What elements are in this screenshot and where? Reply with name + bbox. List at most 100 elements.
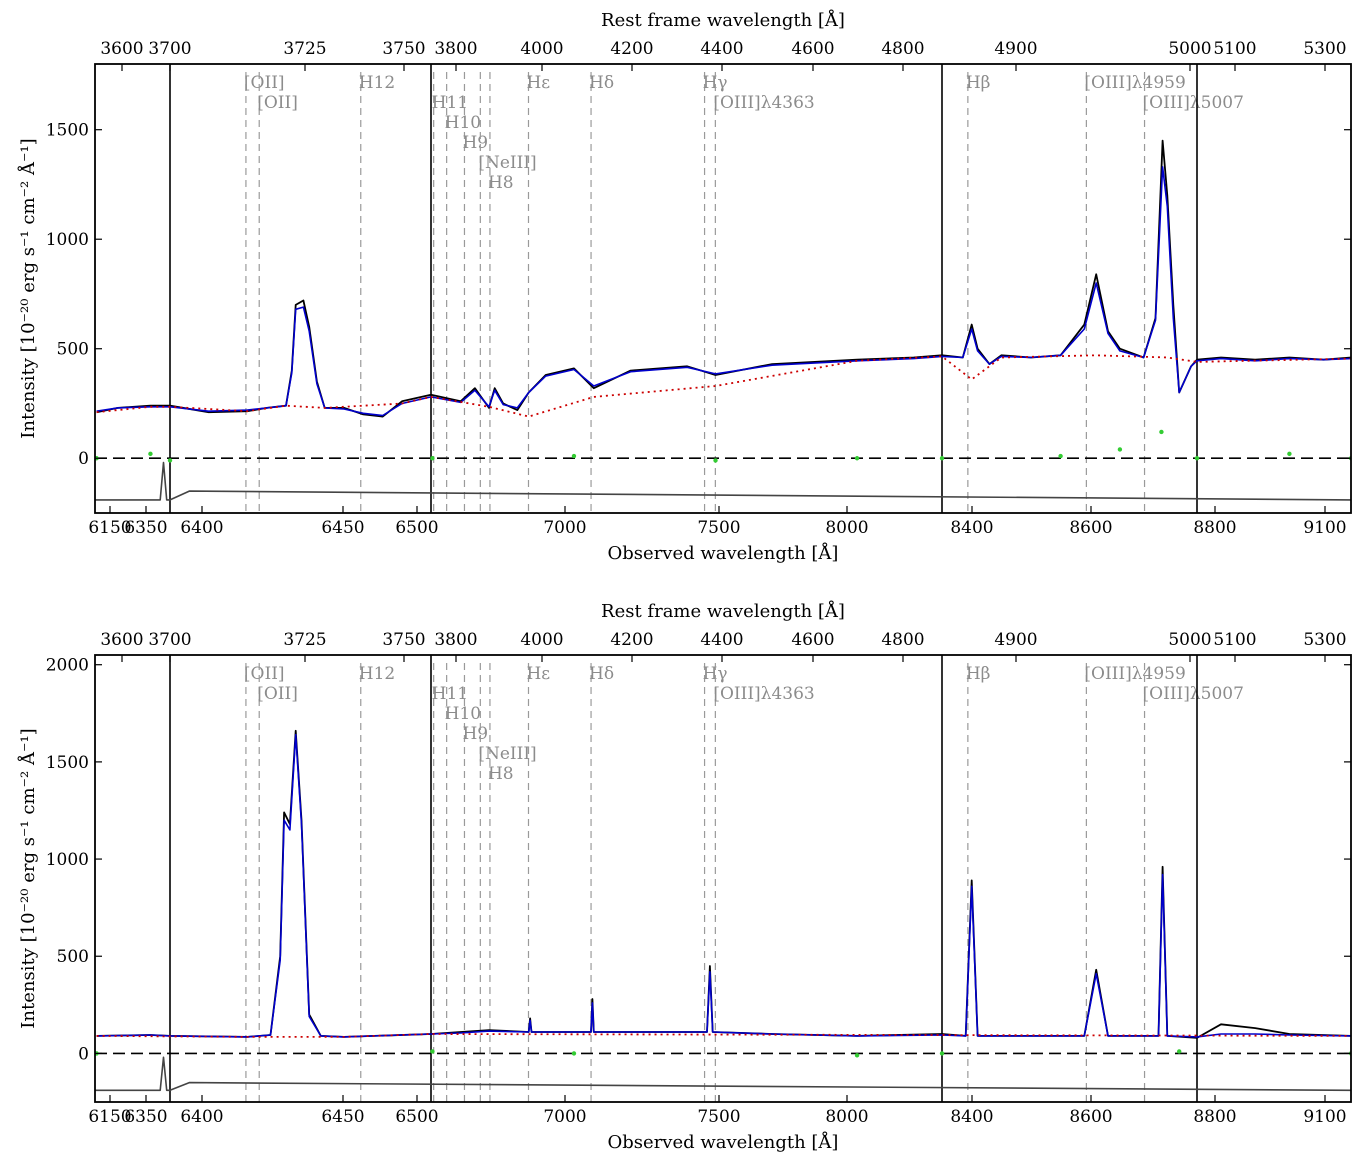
- top-tick-label: 3800: [434, 630, 477, 650]
- top-tick-label: 4800: [881, 630, 924, 650]
- x-axis-label: Observed wavelength [Å]: [608, 542, 839, 564]
- x-tick-label: 6400: [180, 518, 223, 538]
- top-tick-label: 5100: [1213, 630, 1256, 650]
- residual-point: [430, 1049, 435, 1054]
- top-tick-label: 4400: [700, 39, 743, 59]
- emission-line-label: H9: [462, 133, 488, 153]
- emission-line-label: [OII]: [257, 93, 298, 113]
- x-tick-label: 6350: [124, 518, 167, 538]
- residual-point: [713, 458, 718, 463]
- emission-line-label: Hε: [526, 73, 550, 93]
- top-tick-label: 3750: [382, 630, 425, 650]
- top-tick-label: 5300: [1303, 630, 1346, 650]
- x-tick-label: 8400: [950, 518, 993, 538]
- top-tick-label: 5000: [1168, 39, 1211, 59]
- top-tick-label: 3750: [382, 39, 425, 59]
- series-observed: [96, 139, 1351, 418]
- emission-line-label: Hβ: [966, 73, 991, 93]
- emission-line-label: Hδ: [589, 664, 614, 684]
- residual-point: [167, 458, 173, 463]
- residual-point: [1177, 1049, 1182, 1054]
- top-tick-label: 5100: [1213, 39, 1256, 59]
- emission-line-label: [OIII]λ4959: [1084, 664, 1185, 684]
- top-axis-label: Rest frame wavelength [Å]: [601, 9, 845, 31]
- y-tick-label: 1500: [46, 753, 89, 773]
- x-tick-label: 7000: [543, 518, 586, 538]
- top-tick-label: 5000: [1168, 630, 1211, 650]
- series-stellar-continuum: [96, 1033, 1351, 1038]
- plot-area: [95, 729, 1351, 1092]
- y-tick-label: 1000: [46, 230, 89, 250]
- emission-line-label: H11: [432, 684, 468, 704]
- series-fit: [96, 733, 1351, 1038]
- y-tick-label: 0: [78, 1044, 89, 1064]
- x-tick-label: 6450: [321, 518, 364, 538]
- y-axis-label: Intensity [10⁻²⁰ erg s⁻¹ cm⁻² Å⁻¹]: [17, 138, 39, 438]
- y-tick-label: 1500: [46, 121, 89, 141]
- top-tick-label: 4600: [791, 39, 834, 59]
- x-tick-label: 6350: [124, 1107, 167, 1127]
- x-tick-label: 7000: [543, 1107, 586, 1127]
- residual-point: [854, 456, 860, 461]
- emission-line-label: H10: [445, 704, 481, 724]
- x-tick-label: 6400: [180, 1107, 223, 1127]
- x-tick-label: 8600: [1069, 1107, 1112, 1127]
- residual-point: [1194, 456, 1200, 461]
- emission-line-label: [OIII]λ4959: [1084, 73, 1185, 93]
- emission-line-label: [NeIII]: [478, 744, 536, 764]
- top-tick-label: 3600: [100, 630, 143, 650]
- residual-point: [430, 456, 435, 461]
- x-tick-label: 6500: [395, 518, 438, 538]
- plot-frame: [94, 654, 1352, 1103]
- top-tick-label: 4200: [610, 39, 653, 59]
- emission-line-label: [NeIII]: [478, 153, 536, 173]
- top-tick-label: 3725: [283, 39, 326, 59]
- top-tick-label: 3700: [148, 630, 191, 650]
- emission-line-label: [OII]: [244, 73, 285, 93]
- y-axis-label: Intensity [10⁻²⁰ erg s⁻¹ cm⁻² Å⁻¹]: [17, 728, 39, 1028]
- x-axis-label: Observed wavelength [Å]: [608, 1131, 839, 1153]
- x-tick-label: 8800: [1193, 518, 1236, 538]
- residual-point: [571, 1051, 577, 1056]
- top-axis-label: Rest frame wavelength [Å]: [601, 600, 845, 622]
- residual-point: [1287, 451, 1292, 457]
- x-tick-label: 8000: [825, 1107, 868, 1127]
- x-tick-label: 8000: [825, 518, 868, 538]
- x-tick-label: 8800: [1193, 1107, 1236, 1127]
- x-tick-label: 6150: [88, 518, 131, 538]
- residual-point: [854, 1053, 860, 1058]
- series-fit: [96, 166, 1351, 417]
- plot-area: [95, 139, 1351, 501]
- emission-line-label: [OIII]λ5007: [1143, 684, 1244, 704]
- top-tick-label: 4200: [610, 630, 653, 650]
- plot-frame: [94, 63, 1352, 514]
- top-tick-label: 4800: [881, 39, 924, 59]
- residual-point: [1117, 447, 1123, 452]
- emission-line-label: [OII]: [257, 684, 298, 704]
- y-tick-label: 0: [78, 449, 89, 469]
- residual-point: [1058, 453, 1063, 459]
- x-tick-label: 7500: [697, 518, 740, 538]
- emission-line-label: Hγ: [703, 73, 728, 93]
- y-tick-label: 500: [57, 947, 89, 967]
- emission-line-label: H9: [462, 724, 488, 744]
- emission-line-label: H11: [432, 93, 468, 113]
- top-tick-label: 4400: [700, 630, 743, 650]
- emission-line-label: H10: [445, 113, 481, 133]
- residual-point: [939, 456, 945, 461]
- x-tick-label: 6500: [395, 1107, 438, 1127]
- y-tick-label: 2000: [46, 656, 89, 676]
- top-tick-label: 3600: [100, 39, 143, 59]
- residual-point: [1159, 429, 1164, 435]
- x-tick-label: 9100: [1303, 518, 1346, 538]
- emission-line-label: [OIII]λ5007: [1143, 93, 1244, 113]
- top-tick-label: 5300: [1303, 39, 1346, 59]
- top-tick-label: 3700: [148, 39, 191, 59]
- x-tick-label: 6450: [321, 1107, 364, 1127]
- top-tick-label: 3800: [434, 39, 477, 59]
- top-tick-label: 4000: [520, 39, 563, 59]
- top-tick-label: 4900: [994, 630, 1037, 650]
- series-sky-spectrum: [95, 461, 1351, 501]
- x-tick-label: 8400: [950, 1107, 993, 1127]
